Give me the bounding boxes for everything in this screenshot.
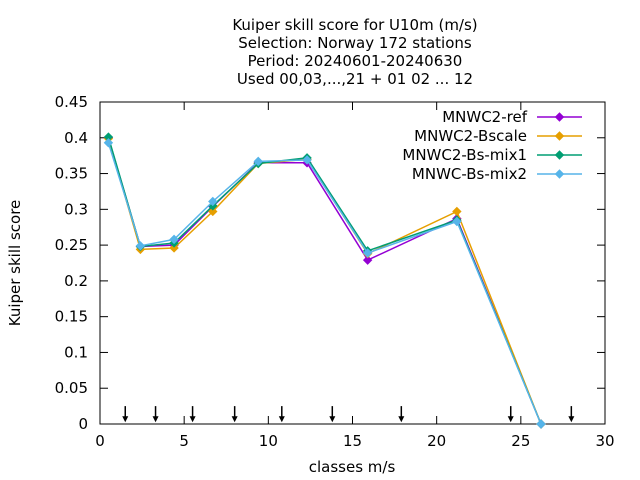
data-point	[536, 419, 546, 429]
x-tick-label: 20	[427, 432, 446, 450]
x-tick-label: 25	[511, 432, 530, 450]
data-point	[103, 138, 114, 148]
x-axis-label: classes m/s	[309, 458, 396, 476]
y-tick-label: 0.4	[64, 129, 88, 147]
series-MNWC-Bs-mix2	[103, 138, 546, 429]
y-tick-label: 0	[78, 415, 88, 433]
class-arrow-head	[329, 416, 336, 423]
class-arrow-head	[398, 416, 405, 423]
class-arrow-head	[507, 416, 514, 423]
y-tick-label: 0.1	[64, 343, 88, 361]
data-point	[554, 131, 565, 141]
x-tick-label: 10	[259, 432, 278, 450]
data-point	[135, 241, 146, 251]
data-point	[208, 196, 218, 207]
y-axis: 0 0.05 0.1 0.15 0.2 0.25 0.3 0.35 0.4 0.45	[55, 93, 605, 433]
class-arrow-head	[278, 416, 285, 423]
title-line-2: Selection: Norway 172 stations	[238, 34, 472, 52]
series-lines	[103, 132, 546, 429]
data-point	[554, 112, 565, 122]
y-tick-label: 0.45	[55, 93, 88, 111]
class-arrow-head	[152, 416, 159, 423]
legend-label: MNWC-Bs-mix2	[412, 165, 527, 183]
plot-frame	[99, 101, 606, 425]
data-point	[253, 156, 263, 167]
legend-label: MNWC2-Bs-mix1	[402, 146, 527, 164]
x-tick-label: 5	[179, 432, 189, 450]
legend-label: MNWC2-ref	[442, 108, 527, 126]
legend: MNWC2-refMNWC2-BscaleMNWC2-Bs-mix1MNWC-B…	[402, 108, 582, 183]
class-arrow-head	[568, 416, 575, 423]
y-tick-label: 0.3	[64, 200, 88, 218]
y-axis-label: Kuiper skill score	[6, 200, 24, 327]
y-tick-label: 0.15	[55, 308, 88, 326]
class-arrow-head	[189, 416, 196, 423]
class-arrow-head	[231, 416, 238, 423]
data-point	[169, 234, 179, 245]
data-point	[554, 150, 565, 160]
data-point	[302, 155, 312, 165]
chart-title: Kuiper skill score for U10m (m/s) Select…	[232, 16, 477, 88]
x-tick-label: 15	[343, 432, 362, 450]
class-arrow-head	[122, 416, 129, 423]
title-line-3: Period: 20240601-20240630	[248, 52, 463, 70]
y-tick-label: 0.05	[55, 379, 88, 397]
y-tick-label: 0.2	[64, 272, 88, 290]
title-line-1: Kuiper skill score for U10m (m/s)	[232, 16, 477, 34]
data-point	[452, 216, 462, 227]
x-axis: 0 5 10 15 20 25 30	[95, 102, 615, 450]
class-arrows	[122, 406, 575, 423]
x-tick-label: 30	[595, 432, 614, 450]
legend-label: MNWC2-Bscale	[414, 127, 527, 145]
data-point	[362, 248, 373, 258]
data-point	[362, 255, 373, 265]
y-tick-label: 0.25	[55, 236, 88, 254]
title-line-4: Used 00,03,...,21 + 01 02 ... 12	[237, 70, 473, 88]
y-tick-label: 0.35	[55, 165, 88, 183]
data-point	[452, 206, 462, 217]
data-point	[554, 169, 565, 179]
x-tick-label: 0	[95, 432, 105, 450]
